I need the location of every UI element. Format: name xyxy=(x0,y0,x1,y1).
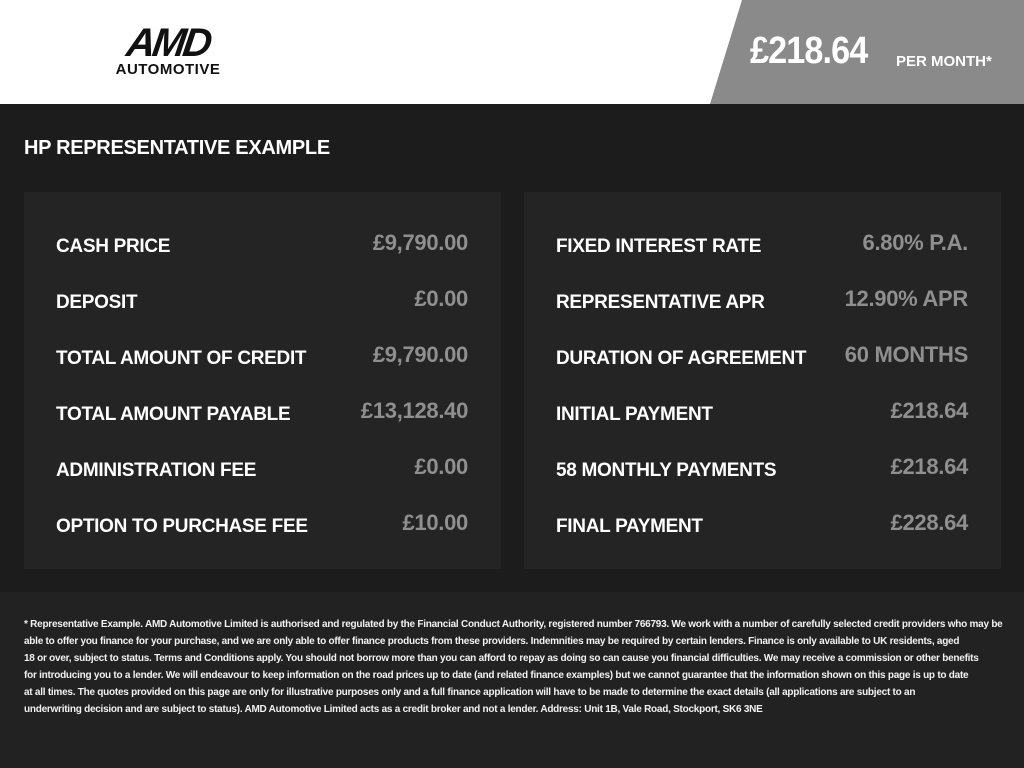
section-title: HP REPRESENTATIVE EXAMPLE xyxy=(24,137,330,159)
value: 12.90% APR xyxy=(844,286,969,311)
disclaimer-line: 18 or over, subject to status. Terms and… xyxy=(24,653,979,664)
label: FIXED INTEREST RATE xyxy=(556,236,762,257)
label: TOTAL AMOUNT OF CREDIT xyxy=(56,348,307,369)
disclaimer-text: * Representative Example. AMD Automotive… xyxy=(24,616,1003,718)
label: 58 MONTHLY PAYMENTS xyxy=(556,460,777,481)
finance-details-left: CASH PRICE £9,790.00 DEPOSIT £0.00 TOTAL A… xyxy=(24,192,501,569)
label: ADMINISTRATION FEE xyxy=(56,460,257,481)
row-duration: DURATION OF AGREEMENT 60 MONTHS xyxy=(556,342,968,372)
label: DEPOSIT xyxy=(56,292,138,313)
value: £228.64 xyxy=(890,510,969,535)
row-monthly-payments: 58 MONTHLY PAYMENTS £218.64 xyxy=(556,454,968,484)
monthly-price-panel: £218.64 PER MONTH* xyxy=(710,0,1024,104)
value: £9,790.00 xyxy=(372,230,468,255)
row-admin-fee: ADMINISTRATION FEE £0.00 xyxy=(56,454,468,484)
label: CASH PRICE xyxy=(56,236,171,257)
row-purchase-fee: OPTION TO PURCHASE FEE £10.00 xyxy=(56,510,468,540)
row-total-credit: TOTAL AMOUNT OF CREDIT £9,790.00 xyxy=(56,342,468,372)
disclaimer-line: at all times. The quotes provided on thi… xyxy=(24,687,916,698)
label: FINAL PAYMENT xyxy=(556,516,703,537)
logo-main: AMD xyxy=(123,21,213,65)
value: 60 MONTHS xyxy=(844,342,969,367)
disclaimer-line: underwriting decision and are subject to… xyxy=(24,704,763,715)
value: £9,790.00 xyxy=(372,342,468,367)
label: INITIAL PAYMENT xyxy=(556,404,713,425)
finance-details-right: FIXED INTEREST RATE 6.80% P.A. REPRESENTA… xyxy=(524,192,1001,569)
row-final-payment: FINAL PAYMENT £228.64 xyxy=(556,510,968,540)
row-total-payable: TOTAL AMOUNT PAYABLE £13,128.40 xyxy=(56,398,468,428)
value: £13,128.40 xyxy=(360,398,468,423)
disclaimer-footer: * Representative Example. AMD Automotive… xyxy=(0,592,1024,768)
row-interest-rate: FIXED INTEREST RATE 6.80% P.A. xyxy=(556,230,968,260)
label: DURATION OF AGREEMENT xyxy=(556,348,807,369)
value: 6.80% P.A. xyxy=(862,230,969,255)
disclaimer-line: for introducing you to a lender. We will… xyxy=(24,670,969,681)
monthly-price: £218.64 xyxy=(750,30,868,72)
row-initial-payment: INITIAL PAYMENT £218.64 xyxy=(556,398,968,428)
disclaimer-line: * Representative Example. AMD Automotive… xyxy=(24,619,1003,630)
row-deposit: DEPOSIT £0.00 xyxy=(56,286,468,316)
value: £218.64 xyxy=(890,398,969,423)
value: £0.00 xyxy=(414,454,468,479)
header: AMD AUTOMOTIVE £218.64 PER MONTH* xyxy=(0,0,1024,104)
amd-automotive-logo[interactable]: AMD AUTOMOTIVE xyxy=(108,21,228,80)
row-apr: REPRESENTATIVE APR 12.90% APR xyxy=(556,286,968,316)
value: £10.00 xyxy=(402,510,469,535)
label: TOTAL AMOUNT PAYABLE xyxy=(56,404,291,425)
disclaimer-line: able to offer you finance for your purch… xyxy=(24,636,960,647)
value: £0.00 xyxy=(414,286,468,311)
value: £218.64 xyxy=(890,454,969,479)
label: REPRESENTATIVE APR xyxy=(556,292,765,313)
logo-sub: AUTOMOTIVE xyxy=(115,61,221,78)
label: OPTION TO PURCHASE FEE xyxy=(56,516,308,537)
row-cash-price: CASH PRICE £9,790.00 xyxy=(56,230,468,260)
per-month-label: PER MONTH* xyxy=(896,53,992,70)
